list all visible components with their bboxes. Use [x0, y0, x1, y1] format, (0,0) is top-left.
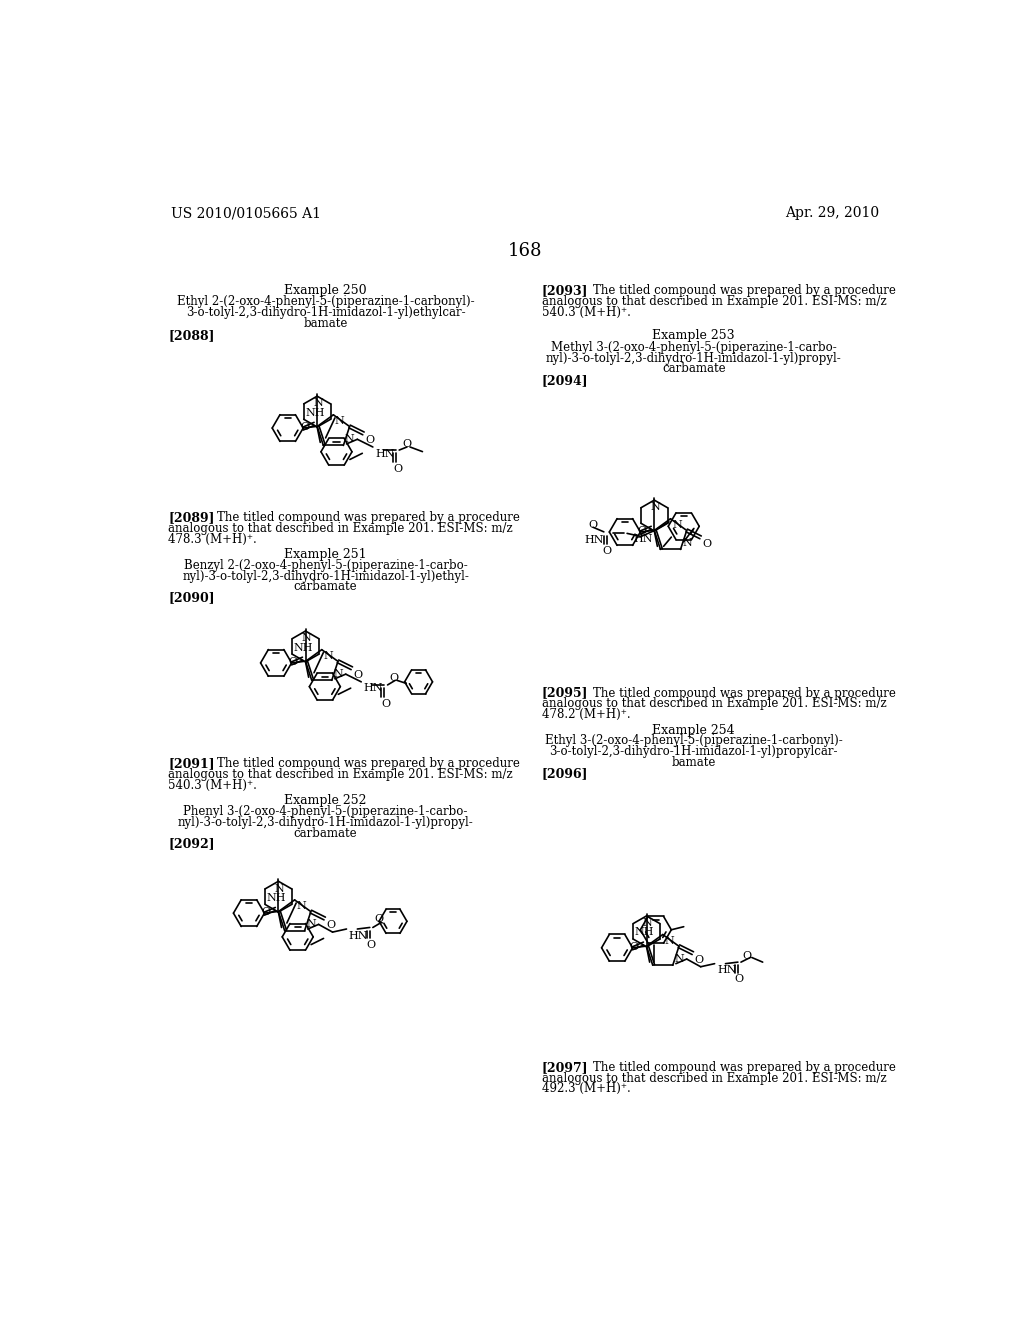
Text: bamate: bamate — [672, 756, 716, 770]
Text: The titled compound was prepared by a procedure: The titled compound was prepared by a pr… — [217, 511, 520, 524]
Text: carbamate: carbamate — [294, 826, 357, 840]
Text: O: O — [393, 463, 402, 474]
Text: nyl)-3-o-tolyl-2,3-dihydro-1H-imidazol-1-yl)ethyl-: nyl)-3-o-tolyl-2,3-dihydro-1H-imidazol-1… — [182, 570, 469, 582]
Text: O: O — [327, 920, 336, 931]
Text: [2097]: [2097] — [542, 1061, 589, 1074]
Text: Ethyl 2-(2-oxo-4-phenyl-5-(piperazine-1-carbonyl)-: Ethyl 2-(2-oxo-4-phenyl-5-(piperazine-1-… — [177, 296, 474, 309]
Text: Phenyl 3-(2-oxo-4-phenyl-5-(piperazine-1-carbo-: Phenyl 3-(2-oxo-4-phenyl-5-(piperazine-1… — [183, 805, 468, 818]
Text: [2088]: [2088] — [168, 330, 215, 342]
Text: O: O — [630, 941, 639, 952]
Text: The titled compound was prepared by a procedure: The titled compound was prepared by a pr… — [593, 284, 896, 297]
Text: HN: HN — [585, 535, 604, 545]
Text: N: N — [313, 399, 323, 408]
Text: The titled compound was prepared by a procedure: The titled compound was prepared by a pr… — [593, 686, 896, 700]
Text: Example 253: Example 253 — [652, 330, 735, 342]
Text: analogous to that described in Example 201. ESI-MS: m/z: analogous to that described in Example 2… — [542, 294, 887, 308]
Text: O: O — [742, 950, 752, 961]
Text: Methyl 3-(2-oxo-4-phenyl-5-(piperazine-1-carbo-: Methyl 3-(2-oxo-4-phenyl-5-(piperazine-1… — [551, 341, 837, 354]
Text: [2096]: [2096] — [542, 767, 589, 780]
Text: 492.3 (M+H)⁺.: 492.3 (M+H)⁺. — [542, 1082, 631, 1096]
Text: The titled compound was prepared by a procedure: The titled compound was prepared by a pr… — [217, 758, 520, 771]
Text: [2090]: [2090] — [168, 591, 215, 605]
Text: Example 254: Example 254 — [652, 723, 735, 737]
Text: HN: HN — [717, 965, 736, 975]
Text: N: N — [306, 919, 316, 929]
Text: O: O — [365, 436, 374, 445]
Text: O: O — [289, 657, 298, 667]
Text: Example 251: Example 251 — [285, 548, 367, 561]
Text: NH: NH — [294, 643, 313, 652]
Text: [2089]: [2089] — [168, 511, 215, 524]
Text: [2095]: [2095] — [542, 686, 589, 700]
Text: [2091]: [2091] — [168, 758, 215, 771]
Text: 540.3 (M+H)⁺.: 540.3 (M+H)⁺. — [168, 779, 257, 792]
Text: N: N — [324, 651, 333, 661]
Text: HN: HN — [375, 449, 394, 458]
Text: carbamate: carbamate — [662, 363, 726, 375]
Text: N: N — [274, 883, 284, 894]
Text: N: N — [642, 919, 652, 928]
Text: HN: HN — [633, 535, 652, 544]
Text: NH: NH — [266, 892, 286, 903]
Text: N: N — [345, 434, 354, 444]
Text: NH: NH — [305, 408, 325, 417]
Text: N: N — [334, 669, 343, 678]
Text: nyl)-3-o-tolyl-2,3-dihydro-1H-imidazol-1-yl)propyl-: nyl)-3-o-tolyl-2,3-dihydro-1H-imidazol-1… — [546, 351, 842, 364]
Text: Example 250: Example 250 — [285, 284, 367, 297]
Text: analogous to that described in Example 201. ESI-MS: m/z: analogous to that described in Example 2… — [542, 697, 887, 710]
Text: HN: HN — [349, 931, 369, 941]
Text: O: O — [602, 545, 611, 556]
Text: The titled compound was prepared by a procedure: The titled compound was prepared by a pr… — [593, 1061, 896, 1074]
Text: nyl)-3-o-tolyl-2,3-dihydro-1H-imidazol-1-yl)propyl-: nyl)-3-o-tolyl-2,3-dihydro-1H-imidazol-1… — [178, 816, 473, 829]
Text: O: O — [381, 698, 390, 709]
Text: 540.3 (M+H)⁺.: 540.3 (M+H)⁺. — [542, 305, 631, 318]
Text: O: O — [261, 907, 270, 917]
Text: analogous to that described in Example 201. ESI-MS: m/z: analogous to that described in Example 2… — [168, 521, 513, 535]
Text: N: N — [296, 902, 306, 911]
Text: Ethyl 3-(2-oxo-4-phenyl-5-(piperazine-1-carbonyl)-: Ethyl 3-(2-oxo-4-phenyl-5-(piperazine-1-… — [545, 734, 843, 747]
Text: [2093]: [2093] — [542, 284, 589, 297]
Text: HN: HN — [364, 684, 383, 693]
Text: O: O — [694, 954, 703, 965]
Text: N: N — [672, 520, 682, 531]
Text: 3-o-tolyl-2,3-dihydro-1H-imidazol-1-yl)ethylcar-: 3-o-tolyl-2,3-dihydro-1H-imidazol-1-yl)e… — [185, 306, 466, 319]
Text: US 2010/0105665 A1: US 2010/0105665 A1 — [171, 206, 321, 220]
Text: O: O — [300, 422, 309, 432]
Text: N: N — [675, 953, 684, 964]
Text: O: O — [637, 525, 646, 536]
Text: N: N — [301, 634, 311, 643]
Text: N: N — [682, 537, 692, 548]
Text: carbamate: carbamate — [294, 581, 357, 594]
Text: NH: NH — [635, 928, 654, 937]
Text: 478.2 (M+H)⁺.: 478.2 (M+H)⁺. — [542, 708, 631, 721]
Text: O: O — [589, 520, 598, 531]
Text: O: O — [389, 673, 398, 684]
Text: 3-o-tolyl-2,3-dihydro-1H-imidazol-1-yl)propylcar-: 3-o-tolyl-2,3-dihydro-1H-imidazol-1-yl)p… — [550, 744, 838, 758]
Text: 478.3 (M+H)⁺.: 478.3 (M+H)⁺. — [168, 533, 257, 545]
Text: O: O — [375, 915, 384, 924]
Text: 168: 168 — [508, 242, 542, 260]
Text: O: O — [353, 669, 362, 680]
Text: N: N — [665, 936, 674, 946]
Text: Apr. 29, 2010: Apr. 29, 2010 — [784, 206, 879, 220]
Text: N: N — [650, 503, 659, 512]
Text: analogous to that described in Example 201. ESI-MS: m/z: analogous to that described in Example 2… — [542, 1072, 887, 1085]
Text: bamate: bamate — [303, 317, 348, 330]
Text: [2094]: [2094] — [542, 374, 589, 387]
Text: O: O — [735, 974, 743, 985]
Text: Benzyl 2-(2-oxo-4-phenyl-5-(piperazine-1-carbo-: Benzyl 2-(2-oxo-4-phenyl-5-(piperazine-1… — [183, 558, 468, 572]
Text: N: N — [335, 416, 345, 426]
Text: analogous to that described in Example 201. ESI-MS: m/z: analogous to that described in Example 2… — [168, 768, 513, 781]
Text: O: O — [702, 539, 712, 549]
Text: O: O — [367, 940, 376, 950]
Text: [2092]: [2092] — [168, 837, 215, 850]
Text: O: O — [402, 438, 412, 449]
Text: Example 252: Example 252 — [285, 795, 367, 808]
